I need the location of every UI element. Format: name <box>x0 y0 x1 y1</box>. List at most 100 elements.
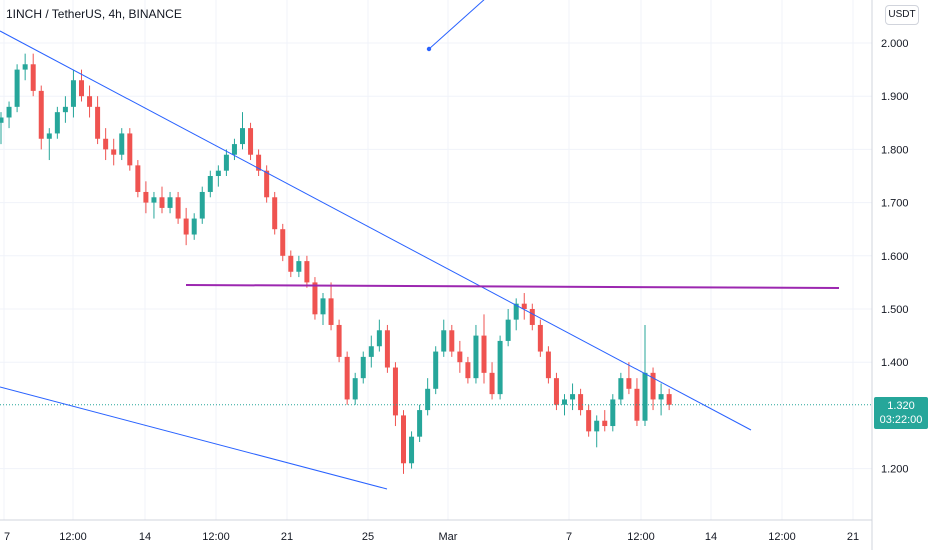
y-tick-label: 1.700 <box>881 198 909 210</box>
candle-body <box>521 303 527 309</box>
candle-body <box>618 378 624 400</box>
candle-body <box>103 138 109 150</box>
last-price-tag: 1.320 03:22:00 <box>874 397 928 429</box>
candle-body <box>417 410 423 437</box>
candle-body <box>626 378 632 389</box>
candle-body <box>449 330 455 352</box>
x-tick-label: 12:00 <box>627 531 655 543</box>
candle-body <box>191 218 197 235</box>
candle-body <box>481 335 487 373</box>
candle-body <box>135 165 141 192</box>
drawings-layer <box>0 0 872 490</box>
candle-body <box>175 197 181 219</box>
candle-body <box>288 255 294 272</box>
x-tick-label: 7 <box>4 531 10 543</box>
candle-body <box>401 415 406 464</box>
candle-body <box>570 394 576 400</box>
x-tick-label: 21 <box>847 531 859 543</box>
candle-body <box>642 372 648 421</box>
candle-body <box>0 117 4 123</box>
y-tick-label: 1.400 <box>881 357 909 369</box>
candle-body <box>6 106 12 118</box>
y-tick-label: 1.800 <box>881 144 909 156</box>
candle-body <box>280 229 286 256</box>
candle-body <box>207 176 213 192</box>
candle-body <box>505 319 511 341</box>
y-tick-label: 1.600 <box>881 251 909 263</box>
x-tick-label: 12:00 <box>202 531 230 543</box>
candle-body <box>545 351 551 379</box>
x-tick-label: 7 <box>566 531 572 543</box>
candle-body <box>368 346 374 357</box>
candle-body <box>46 133 52 139</box>
candle-body <box>22 64 28 70</box>
candle-body <box>529 309 535 325</box>
last-price-value: 1.320 <box>887 400 915 412</box>
x-tick-label: Mar <box>439 531 458 543</box>
candle-body <box>497 340 503 395</box>
candle-body <box>457 351 463 363</box>
candle-body <box>352 378 358 400</box>
candle-body <box>256 154 262 171</box>
x-tick-label: 12:00 <box>59 531 87 543</box>
candle-body <box>392 367 398 416</box>
chart-grid <box>0 0 872 520</box>
candle-body <box>537 324 543 352</box>
candle-body <box>248 128 254 155</box>
candle-body <box>602 420 608 427</box>
candle-body <box>38 90 44 139</box>
candle-body <box>54 112 60 134</box>
candle-body <box>650 372 656 400</box>
currency-badge[interactable]: USDT <box>885 5 919 25</box>
candle-body <box>441 330 447 352</box>
x-tick-label: 14 <box>705 531 717 543</box>
candle-body <box>312 282 318 315</box>
candle-body <box>14 69 20 107</box>
candle-body <box>336 324 342 357</box>
candle-body <box>409 436 415 464</box>
candle-body <box>62 106 68 113</box>
candle-body <box>578 394 584 411</box>
candle-body <box>240 128 245 145</box>
chart-title: 1INCH / TetherUS, 4h, BINANCE <box>6 7 182 21</box>
y-tick-label: 1.200 <box>881 464 909 476</box>
candle-body <box>215 170 221 176</box>
candle-body <box>119 133 125 155</box>
candle-body <box>594 420 600 432</box>
candle-body <box>272 197 278 230</box>
y-tick-label: 1.900 <box>881 91 909 103</box>
y-tick-label: 1.500 <box>881 304 909 316</box>
candle-body <box>79 80 84 97</box>
trendline-anchor <box>426 46 432 52</box>
x-tick-label: 12:00 <box>768 531 796 543</box>
candle-body <box>87 96 93 107</box>
candle-body <box>489 372 495 395</box>
candle-body <box>553 378 559 405</box>
candle-body <box>666 394 672 405</box>
candle-body <box>562 399 567 405</box>
descending-trendline-lower <box>0 386 388 490</box>
candle-body <box>425 388 431 411</box>
candle-body <box>473 335 479 379</box>
candle-body <box>223 154 229 171</box>
candle-body <box>264 170 270 198</box>
bar-countdown: 03:22:00 <box>879 414 923 426</box>
candle-body <box>70 80 76 107</box>
descending-trendline-upper <box>0 30 752 431</box>
axes-layer: 2.000 1.900 1.800 1.700 1.600 1.500 1.400 1.200… <box>0 0 909 550</box>
candle-body <box>30 64 36 91</box>
candle-body <box>127 133 133 166</box>
candle-body <box>328 298 334 325</box>
x-tick-label: 25 <box>362 531 374 543</box>
candle-body <box>183 218 189 235</box>
candle-body <box>433 351 439 389</box>
candlestick-series <box>0 53 672 474</box>
candle-body <box>586 410 592 432</box>
candle-body <box>320 298 326 315</box>
candle-body <box>658 394 664 400</box>
horizontal-resistance-line <box>185 284 840 289</box>
candle-body <box>151 197 157 203</box>
candle-body <box>111 149 117 155</box>
